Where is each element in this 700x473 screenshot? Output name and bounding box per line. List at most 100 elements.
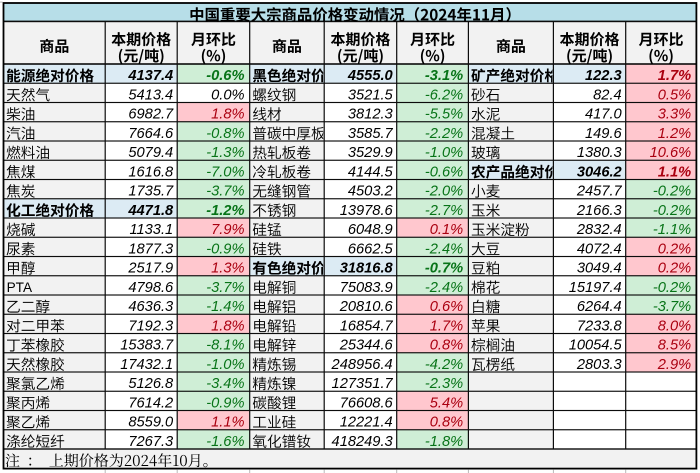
svg-text:0.0%: 0.0% — [211, 87, 244, 103]
svg-text:-2.4%: -2.4% — [425, 241, 463, 257]
svg-text:0.2%: 0.2% — [658, 261, 691, 277]
svg-text:12221.4: 12221.4 — [340, 415, 393, 431]
svg-text:16854.7: 16854.7 — [340, 318, 394, 334]
svg-text:PTA: PTA — [7, 280, 33, 295]
svg-text:3529.9: 3529.9 — [348, 145, 393, 161]
svg-text:7614.2: 7614.2 — [128, 395, 173, 411]
svg-text:4798.6: 4798.6 — [128, 280, 174, 296]
svg-text:-6.2%: -6.2% — [425, 87, 463, 103]
svg-text:6264.4: 6264.4 — [577, 299, 622, 315]
svg-text:5079.4: 5079.4 — [128, 145, 173, 161]
svg-text:13978.6: 13978.6 — [340, 203, 394, 219]
svg-text:-3.1%: -3.1% — [425, 68, 463, 84]
svg-text:0.8%: 0.8% — [430, 338, 463, 354]
svg-text:1.8%: 1.8% — [211, 318, 244, 334]
svg-text:-8.1%: -8.1% — [206, 338, 244, 354]
svg-text:7.9%: 7.9% — [211, 222, 244, 238]
svg-text:31816.8: 31816.8 — [340, 261, 394, 277]
svg-text:4471.8: 4471.8 — [127, 203, 174, 219]
svg-text:20810.6: 20810.6 — [339, 299, 394, 315]
svg-text:3521.5: 3521.5 — [348, 87, 394, 103]
svg-text:-0.2%: -0.2% — [653, 203, 691, 219]
svg-text:417.0: 417.0 — [585, 107, 623, 123]
svg-text:-2.2%: -2.2% — [425, 126, 463, 142]
svg-text:8.0%: 8.0% — [658, 318, 691, 334]
svg-text:5.4%: 5.4% — [430, 395, 463, 411]
svg-text:1735.7: 1735.7 — [128, 184, 174, 200]
svg-text:76608.6: 76608.6 — [340, 395, 394, 411]
svg-text:7267.3: 7267.3 — [128, 434, 174, 450]
svg-text:0.1%: 0.1% — [430, 222, 463, 238]
svg-text:15383.7: 15383.7 — [120, 338, 174, 354]
svg-text:0.6%: 0.6% — [430, 299, 463, 315]
svg-text:-0.9%: -0.9% — [206, 241, 244, 257]
svg-text:6662.5: 6662.5 — [348, 241, 394, 257]
svg-text:2457.7: 2457.7 — [576, 184, 623, 200]
svg-text:2166.3: 2166.3 — [576, 203, 623, 219]
svg-text:1877.3: 1877.3 — [128, 241, 174, 257]
svg-text:-4.2%: -4.2% — [425, 357, 463, 373]
svg-text:5413.4: 5413.4 — [128, 87, 173, 103]
svg-text:1.7%: 1.7% — [658, 68, 691, 84]
svg-text:10054.5: 10054.5 — [569, 338, 623, 354]
svg-text:-1.0%: -1.0% — [425, 145, 463, 161]
svg-text:3585.7: 3585.7 — [348, 126, 394, 142]
svg-text:-3.7%: -3.7% — [653, 299, 691, 315]
svg-text:-1.4%: -1.4% — [206, 299, 244, 315]
svg-text:-0.6%: -0.6% — [206, 68, 244, 84]
svg-text:1.8%: 1.8% — [211, 107, 244, 123]
svg-text:149.6: 149.6 — [585, 126, 623, 142]
svg-text:17432.1: 17432.1 — [120, 357, 173, 373]
svg-text:-1.1%: -1.1% — [653, 222, 691, 238]
svg-text:-3.7%: -3.7% — [206, 184, 244, 200]
svg-text:3.3%: 3.3% — [658, 107, 691, 123]
svg-text:5126.8: 5126.8 — [128, 376, 174, 392]
svg-text:10.6%: 10.6% — [650, 145, 692, 161]
svg-text:1616.8: 1616.8 — [128, 164, 174, 180]
svg-text:2.9%: 2.9% — [657, 357, 691, 373]
svg-text:418249.3: 418249.3 — [332, 434, 394, 450]
svg-text:82.4: 82.4 — [593, 87, 622, 103]
svg-text:7233.8: 7233.8 — [577, 318, 623, 334]
svg-text:-2.4%: -2.4% — [425, 280, 463, 296]
svg-text:75083.9: 75083.9 — [340, 280, 393, 296]
svg-text:8559.0: 8559.0 — [128, 415, 174, 431]
svg-text:4555.0: 4555.0 — [347, 68, 394, 84]
svg-text:7192.3: 7192.3 — [128, 318, 174, 334]
svg-text:-3.7%: -3.7% — [206, 280, 244, 296]
svg-text:4636.3: 4636.3 — [128, 299, 174, 315]
svg-text:-1.2%: -1.2% — [206, 203, 244, 219]
svg-text:4137.4: 4137.4 — [127, 68, 173, 84]
svg-text:1.1%: 1.1% — [658, 164, 691, 180]
svg-text:-3.4%: -3.4% — [206, 376, 244, 392]
svg-text:8.5%: 8.5% — [658, 338, 691, 354]
svg-text:-1.6%: -1.6% — [206, 434, 244, 450]
svg-text:6048.9: 6048.9 — [348, 222, 393, 238]
svg-text:2803.3: 2803.3 — [576, 357, 623, 373]
svg-text:-0.9%: -0.9% — [206, 395, 244, 411]
svg-text:-1.3%: -1.3% — [206, 145, 244, 161]
svg-text:248956.4: 248956.4 — [331, 357, 393, 373]
svg-text:6982.7: 6982.7 — [128, 107, 174, 123]
svg-text:-1.0%: -1.0% — [206, 357, 244, 373]
svg-text:-1.8%: -1.8% — [425, 434, 463, 450]
svg-text:-0.7%: -0.7% — [425, 261, 463, 277]
svg-text:15197.4: 15197.4 — [569, 280, 622, 296]
svg-text:127351.7: 127351.7 — [332, 376, 394, 392]
svg-text:-2.0%: -2.0% — [425, 184, 463, 200]
svg-text:0.8%: 0.8% — [430, 415, 463, 431]
svg-text:122.3: 122.3 — [585, 68, 622, 84]
svg-text:25344.6: 25344.6 — [339, 338, 394, 354]
svg-text:1.3%: 1.3% — [211, 261, 244, 277]
svg-text:-0.6%: -0.6% — [425, 164, 463, 180]
svg-text:0.5%: 0.5% — [658, 87, 691, 103]
svg-text:1.2%: 1.2% — [658, 126, 691, 142]
svg-text:3049.4: 3049.4 — [577, 261, 622, 277]
svg-text:1380.3: 1380.3 — [577, 145, 623, 161]
svg-text:1.1%: 1.1% — [211, 415, 244, 431]
svg-text:-2.3%: -2.3% — [425, 376, 463, 392]
svg-text:-0.8%: -0.8% — [206, 126, 244, 142]
svg-text:-0.2%: -0.2% — [653, 184, 691, 200]
svg-text:3812.3: 3812.3 — [348, 107, 394, 123]
svg-text:-7.0%: -7.0% — [206, 164, 244, 180]
